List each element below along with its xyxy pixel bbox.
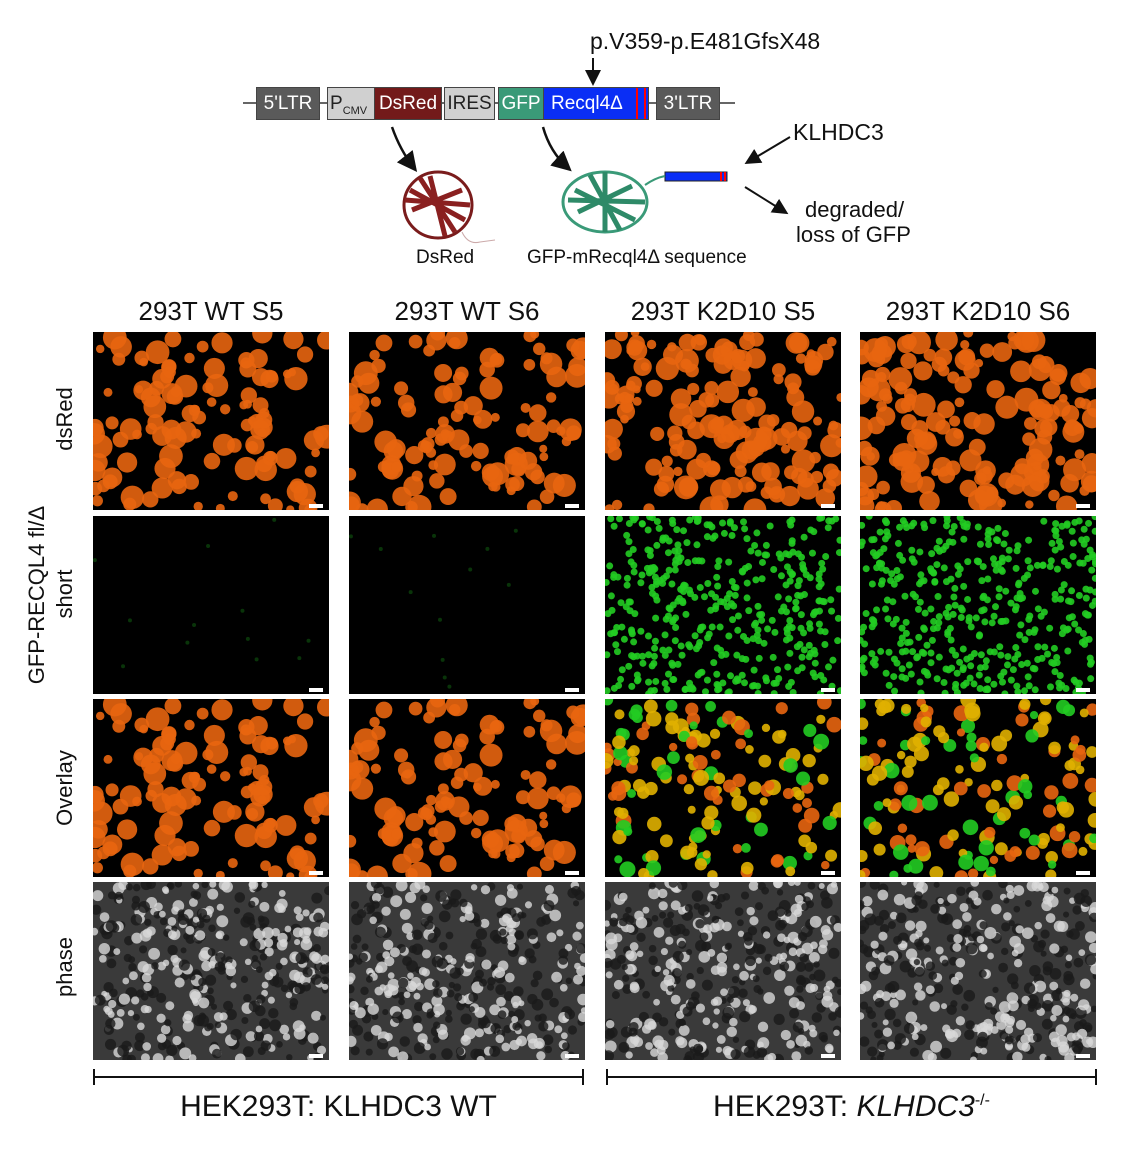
- scale-bar: [1076, 1054, 1090, 1058]
- recql4-element: Recql4Δ: [543, 87, 649, 120]
- recql4-fragment: [664, 171, 728, 182]
- scale-bar: [565, 504, 579, 508]
- dsred-arrow: [390, 126, 418, 172]
- klhdc3-arrow: [744, 136, 791, 165]
- micrograph-dsred: [605, 332, 841, 510]
- group-label-prefix: HEK293T:: [713, 1090, 857, 1123]
- micrograph-phase: [93, 882, 329, 1060]
- micrograph-short: [860, 516, 1096, 694]
- group-label-wt: HEK293T: KLHDC3 WT: [180, 1090, 497, 1123]
- ires-element: IRES: [444, 87, 495, 120]
- micrograph-overlay: [605, 699, 841, 877]
- bracket-ko: [606, 1069, 1097, 1085]
- micrograph-short: [349, 516, 585, 694]
- recql4-label: Recql4Δ: [551, 93, 623, 114]
- micrograph-dsred: [93, 332, 329, 510]
- micrograph-phase: [349, 882, 585, 1060]
- row-group-label: GFP-RECQL4 fl/Δ: [24, 505, 49, 685]
- degraded-label: degraded/: [805, 197, 905, 222]
- column-title: 293T WT S6: [394, 296, 540, 326]
- scale-bar: [821, 504, 835, 508]
- pcmv-sub: CMV: [342, 104, 368, 117]
- scale-bar: [1076, 688, 1090, 692]
- construct-arrows: [243, 58, 791, 243]
- row-label: phase: [52, 937, 77, 997]
- scale-bar: [565, 1054, 579, 1058]
- klhdc3-label: KLHDC3: [793, 119, 884, 145]
- micrograph-short: [93, 516, 329, 694]
- pcmv-element: PCMV: [327, 87, 375, 120]
- column-title: 293T K2D10 S6: [885, 296, 1071, 326]
- scale-bar: [309, 871, 323, 875]
- scale-bar: [565, 871, 579, 875]
- micrograph-dsred: [860, 332, 1096, 510]
- micrograph-overlay: [860, 699, 1096, 877]
- loss-of-gfp-label: loss of GFP: [796, 222, 911, 247]
- gfp-protein-label: GFP-mRecql4Δ sequence: [527, 247, 747, 268]
- micrograph-phase: [860, 882, 1096, 1060]
- group-label-genotype: -/-: [974, 1092, 990, 1109]
- micrograph-phase: [605, 882, 841, 1060]
- ltr3-element: 3'LTR: [656, 87, 720, 120]
- row-label: short: [52, 569, 77, 619]
- group-brackets: [93, 1069, 1097, 1085]
- scale-bar: [309, 1054, 323, 1058]
- scale-bar: [309, 504, 323, 508]
- scale-bar: [1076, 871, 1090, 875]
- degradation-arrow: [744, 186, 789, 215]
- gfp-protein-icon: [561, 170, 666, 234]
- column-title: 293T WT S5: [138, 296, 284, 326]
- scale-bar: [1076, 504, 1090, 508]
- mutation-label: p.V359-p.E481GfsX48: [590, 28, 821, 54]
- scale-bar: [565, 688, 579, 692]
- ltr5-element: 5'LTR: [256, 87, 320, 120]
- micrograph-short: [605, 516, 841, 694]
- dsred-protein-icon: [402, 170, 496, 243]
- group-label-gene: KLHDC3: [856, 1090, 975, 1123]
- column-title: 293T K2D10 S5: [630, 296, 816, 326]
- gfp-arrow: [541, 126, 572, 172]
- row-label: Overlay: [52, 750, 77, 826]
- micrograph-overlay: [349, 699, 585, 877]
- row-label: dsRed: [52, 387, 77, 451]
- group-label-ko: HEK293T: KLHDC3-/-: [607, 1090, 1096, 1124]
- dsred-element: DsRed: [374, 87, 442, 120]
- gfp-element: GFP: [498, 87, 544, 120]
- micrograph-dsred: [349, 332, 585, 510]
- pcmv-label: P: [330, 93, 343, 114]
- bracket-wt: [93, 1069, 584, 1085]
- scale-bar: [821, 688, 835, 692]
- micrograph-overlay: [93, 699, 329, 877]
- scale-bar: [821, 1054, 835, 1058]
- scale-bar: [309, 688, 323, 692]
- dsred-protein-label: DsRed: [416, 247, 475, 268]
- scale-bar: [821, 871, 835, 875]
